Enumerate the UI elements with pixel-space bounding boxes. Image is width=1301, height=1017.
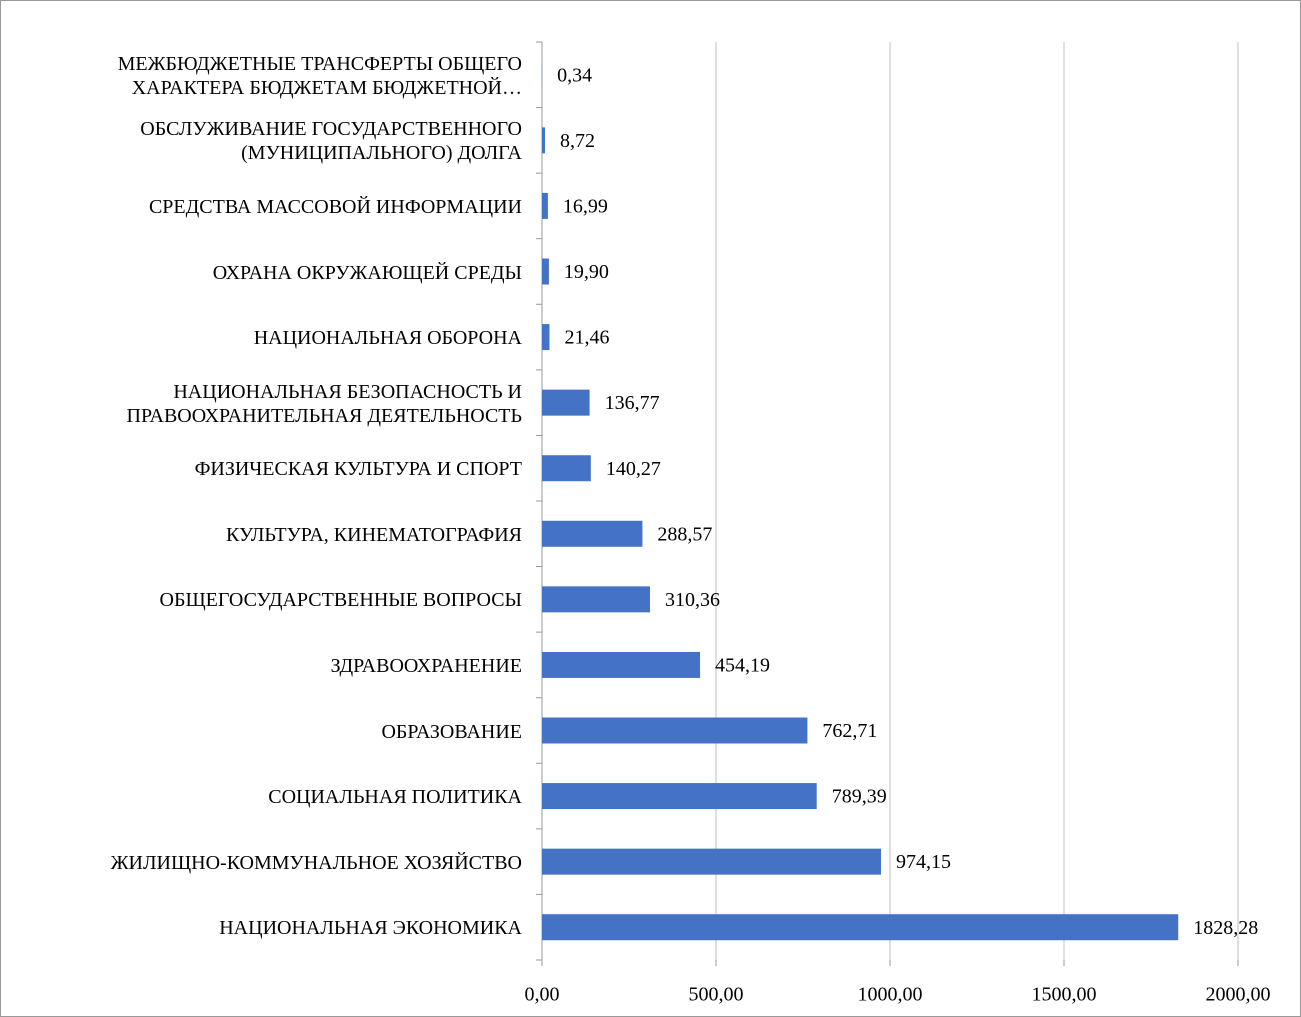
category-label: ОБЩЕГОСУДАРСТВЕННЫЕ ВОПРОСЫ <box>159 589 522 612</box>
x-tick-label: 2000,00 <box>1206 984 1271 1006</box>
value-label: 21,46 <box>564 327 609 349</box>
x-tick-label: 500,00 <box>689 984 744 1006</box>
value-label: 16,99 <box>563 196 608 218</box>
category-label: КУЛЬТУРА, КИНЕМАТОГРАФИЯ <box>226 523 522 546</box>
x-tick-label: 1000,00 <box>858 984 923 1006</box>
bar <box>542 258 549 285</box>
category-label: ОБРАЗОВАНИЕ <box>381 720 522 743</box>
value-label: 288,57 <box>657 523 712 545</box>
value-label: 762,71 <box>822 720 877 742</box>
category-label: НАЦИОНАЛЬНАЯ БЕЗОПАСНОСТЬ И ПРАВООХРАНИТ… <box>126 380 523 427</box>
bar <box>542 520 643 547</box>
value-label: 1828,28 <box>1193 917 1258 939</box>
bar <box>542 324 550 351</box>
value-label: 789,39 <box>832 786 887 808</box>
bar <box>542 389 590 416</box>
bar <box>542 914 1179 941</box>
category-label: СРЕДСТВА МАССОВОЙ ИНФОРМАЦИИ <box>148 195 522 218</box>
bar <box>542 586 651 613</box>
value-label: 310,36 <box>665 589 720 611</box>
bar <box>542 192 548 219</box>
category-label: ОХРАНА ОКРУЖАЮЩЕЙ СРЕДЫ <box>212 261 522 284</box>
bar <box>542 783 817 810</box>
value-label: 136,77 <box>605 392 660 414</box>
x-tick-label: 1500,00 <box>1032 984 1097 1006</box>
category-label: НАЦИОНАЛЬНАЯ ОБОРОНА <box>253 327 522 350</box>
category-label: МЕЖБЮДЖЕТНЫЕ ТРАНСФЕРТЫ ОБЩЕГО ХАРАКТЕРА… <box>117 52 522 99</box>
category-label: НАЦИОНАЛЬНАЯ ЭКОНОМИКА <box>219 917 522 940</box>
value-label: 8,72 <box>560 130 595 152</box>
bar <box>542 127 546 154</box>
value-label: 974,15 <box>896 851 951 873</box>
category-label: ОБСЛУЖИВАНИЕ ГОСУДАРСТВЕННОГО (МУНИЦИПАЛ… <box>140 118 522 165</box>
value-label: 140,27 <box>606 458 661 480</box>
bar <box>542 717 808 744</box>
value-label: 19,90 <box>564 261 609 283</box>
category-label: ФИЗИЧЕСКАЯ КУЛЬТУРА И СПОРТ <box>194 458 522 481</box>
bar <box>542 848 882 875</box>
category-label: ЖИЛИЩНО-КОММУНАЛЬНОЕ ХОЗЯЙСТВО <box>110 851 522 874</box>
bar <box>542 455 591 482</box>
x-tick-label: 0,00 <box>525 984 560 1006</box>
value-label: 454,19 <box>715 655 770 677</box>
category-label: ЗДРАВООХРАНЕНИЕ <box>330 654 522 677</box>
bar <box>542 651 701 678</box>
category-label: СОЦИАЛЬНАЯ ПОЛИТИКА <box>268 786 522 809</box>
value-label: 0,34 <box>557 64 592 86</box>
